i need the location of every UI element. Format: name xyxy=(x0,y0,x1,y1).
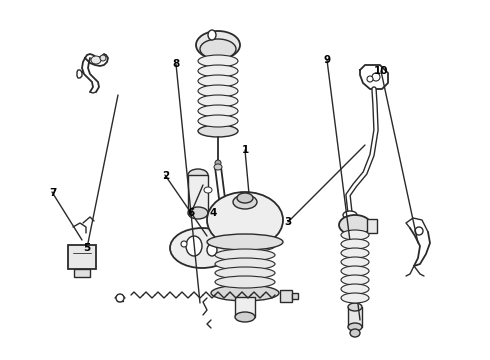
Text: 2: 2 xyxy=(162,171,169,181)
Circle shape xyxy=(215,160,221,166)
Ellipse shape xyxy=(198,85,238,97)
Circle shape xyxy=(116,294,124,302)
Ellipse shape xyxy=(235,312,255,322)
Ellipse shape xyxy=(198,125,238,137)
Ellipse shape xyxy=(198,55,238,67)
Ellipse shape xyxy=(341,293,369,303)
Text: 10: 10 xyxy=(374,66,389,76)
Ellipse shape xyxy=(341,266,369,276)
Bar xyxy=(74,269,90,277)
Ellipse shape xyxy=(341,248,369,258)
Ellipse shape xyxy=(215,240,275,252)
Ellipse shape xyxy=(237,193,253,203)
Ellipse shape xyxy=(196,31,240,59)
Bar xyxy=(280,290,292,302)
Text: 3: 3 xyxy=(285,217,292,228)
Text: 5: 5 xyxy=(84,243,91,253)
Text: 1: 1 xyxy=(242,145,248,156)
Ellipse shape xyxy=(339,215,371,235)
Ellipse shape xyxy=(198,95,238,107)
Ellipse shape xyxy=(204,187,212,193)
Bar xyxy=(348,307,362,327)
Circle shape xyxy=(372,73,380,81)
Ellipse shape xyxy=(188,169,208,181)
Bar xyxy=(188,175,208,213)
Circle shape xyxy=(415,227,423,235)
Ellipse shape xyxy=(341,284,369,294)
Ellipse shape xyxy=(170,228,234,268)
Ellipse shape xyxy=(91,56,101,64)
Text: 7: 7 xyxy=(49,188,57,198)
Ellipse shape xyxy=(200,39,236,59)
Ellipse shape xyxy=(198,115,238,127)
Text: 6: 6 xyxy=(188,208,195,218)
Ellipse shape xyxy=(211,285,279,301)
Text: 8: 8 xyxy=(173,59,180,69)
Circle shape xyxy=(367,76,373,82)
Ellipse shape xyxy=(343,211,357,219)
Ellipse shape xyxy=(341,257,369,267)
Ellipse shape xyxy=(215,276,275,288)
Ellipse shape xyxy=(348,303,362,311)
Ellipse shape xyxy=(341,230,369,240)
Ellipse shape xyxy=(198,75,238,87)
Bar xyxy=(292,293,298,299)
Text: 9: 9 xyxy=(324,55,331,66)
Ellipse shape xyxy=(100,55,106,61)
Ellipse shape xyxy=(207,244,217,256)
Ellipse shape xyxy=(215,249,275,261)
Bar xyxy=(367,219,377,233)
Text: 4: 4 xyxy=(209,208,217,218)
Bar xyxy=(235,297,255,317)
Ellipse shape xyxy=(208,30,216,40)
Ellipse shape xyxy=(215,267,275,279)
Bar xyxy=(68,245,96,269)
Ellipse shape xyxy=(207,234,283,250)
Ellipse shape xyxy=(215,258,275,270)
Ellipse shape xyxy=(341,239,369,249)
Ellipse shape xyxy=(214,164,222,170)
Ellipse shape xyxy=(186,236,202,256)
Ellipse shape xyxy=(207,192,283,248)
Ellipse shape xyxy=(198,65,238,77)
Ellipse shape xyxy=(341,275,369,285)
Ellipse shape xyxy=(188,207,208,219)
Circle shape xyxy=(181,241,187,247)
Ellipse shape xyxy=(233,195,257,209)
Ellipse shape xyxy=(348,323,362,331)
Ellipse shape xyxy=(350,329,360,337)
Ellipse shape xyxy=(198,105,238,117)
